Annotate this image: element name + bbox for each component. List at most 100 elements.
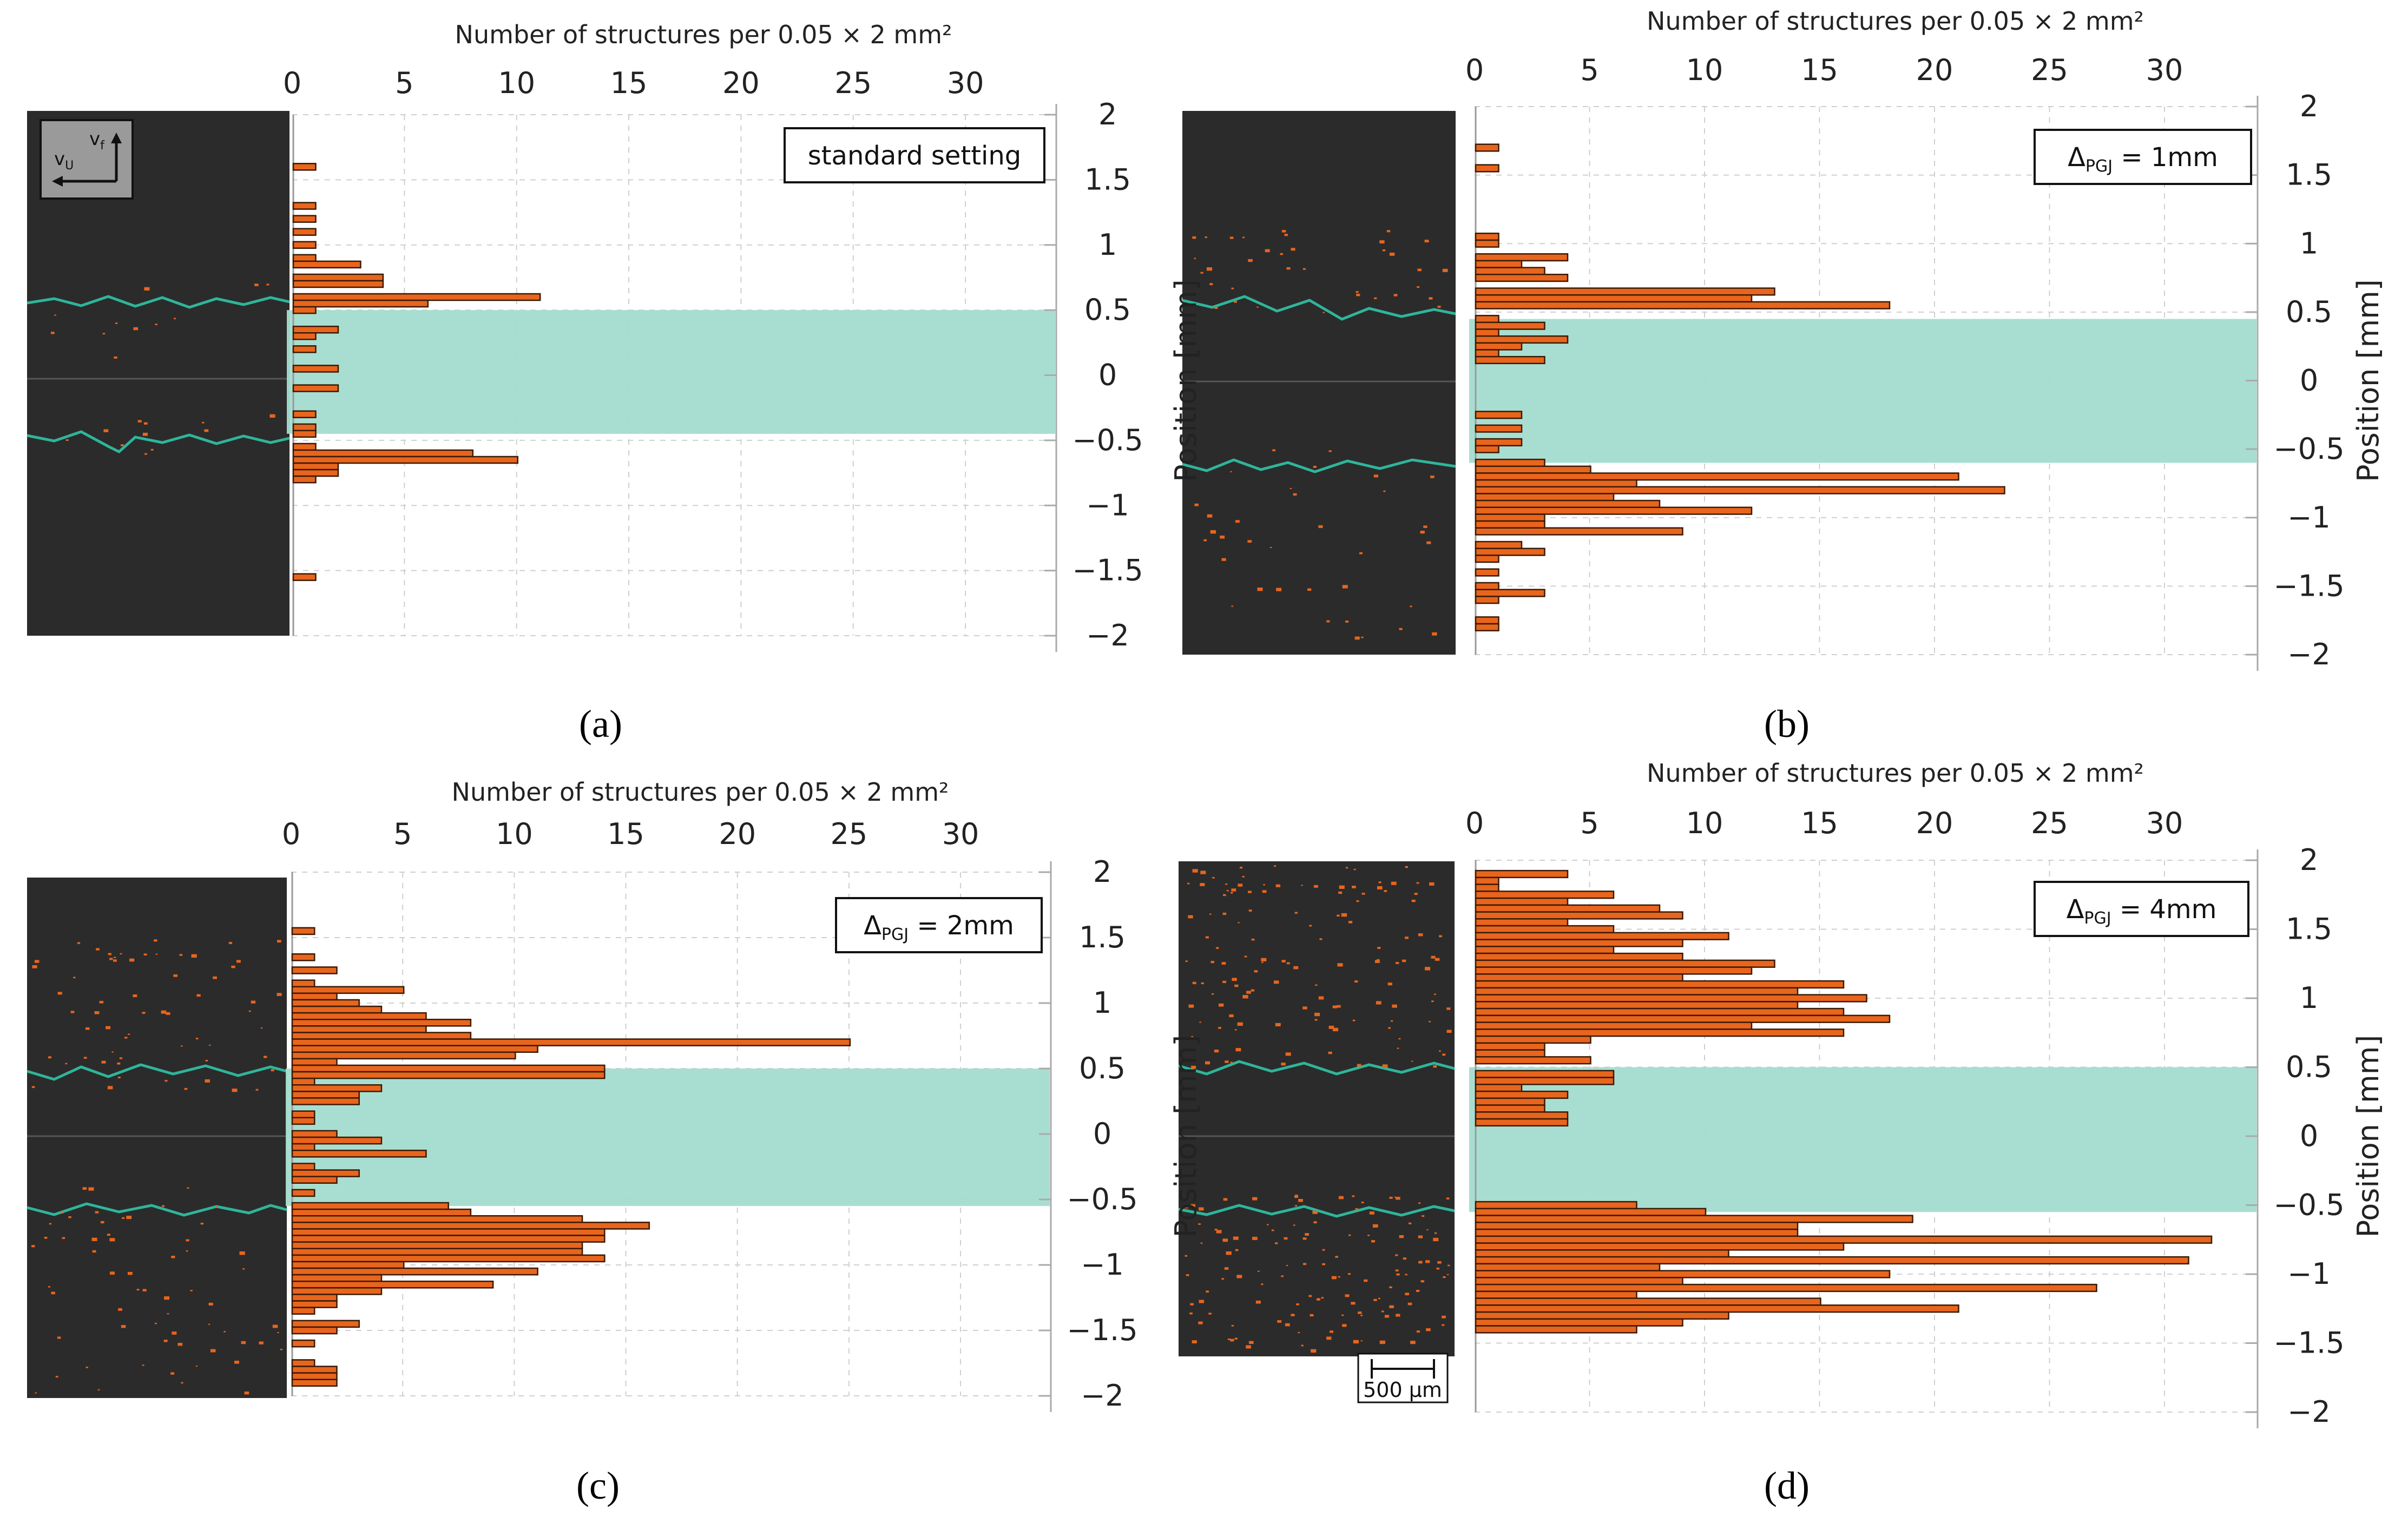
bar [1475,273,1569,282]
structure-dot [232,1089,238,1092]
bar [1475,1215,1913,1223]
structure-dot [1352,1195,1355,1197]
structure-dot [65,439,69,441]
y-axis-title-left: Position [mm] [1169,1035,1203,1238]
bar [1475,1256,2189,1265]
structure-dot [85,1027,90,1030]
structure-dot [1234,1337,1238,1340]
structure-dot [1199,1021,1201,1023]
structure-dot [1326,1336,1332,1340]
structure-dot [1301,1344,1304,1347]
x-tick-label: 20 [722,66,760,100]
bar [291,1019,472,1027]
y-tick-label: −1 [1081,1248,1124,1282]
structure-dot [1372,1224,1378,1228]
panel-label-c: (c) [576,1464,620,1507]
structure-dot [259,1341,264,1344]
bar [1475,904,1661,913]
structure-dot [1429,882,1435,886]
structure-dot [1318,525,1323,528]
structure-dot [1386,230,1391,233]
structure-dot [92,1250,96,1253]
structure-dot [57,992,62,995]
structure-dot [277,1331,279,1333]
y-tick-label: 0.5 [2286,1050,2332,1084]
structure-dot [1263,884,1265,886]
bar [291,1294,338,1302]
bar [291,1287,383,1295]
bar [1475,925,1615,934]
structure-dot [1389,1305,1394,1308]
structure-dot [1435,958,1440,961]
y-tick-label: 1.5 [1084,162,1131,196]
structure-dot [167,1313,169,1315]
structure-dot [1328,450,1332,452]
bar [1475,355,1545,365]
bar [291,1228,606,1236]
structure-dot [1230,1062,1233,1064]
structure-dot [272,1324,278,1328]
structure-dot [208,1323,210,1325]
structure-dot [1285,1052,1291,1056]
structure-dot [1335,1256,1338,1258]
structure-dot [83,1057,87,1059]
bar [292,306,317,314]
bar [1475,314,1499,324]
structure-dot [1185,960,1188,962]
bar [291,1372,338,1380]
structure-dot [108,953,111,955]
structure-dot [1337,1005,1341,1008]
bar [291,1025,427,1033]
bar [1475,1222,1799,1230]
structure-dot [1408,1222,1412,1224]
bar [292,573,317,581]
structure-dot [1446,1197,1450,1199]
structure-dot [1207,514,1213,518]
structure-dot [184,1087,188,1090]
structure-dot [1351,1302,1356,1305]
structure-dot [1200,272,1203,274]
bar [1475,589,1545,597]
structure-dot [127,1271,133,1275]
structure-dot [114,356,117,359]
structure-dot [1371,1240,1376,1243]
structure-dot [223,1331,226,1333]
structure-dot [1231,1324,1234,1327]
bar [291,1274,383,1282]
panel-b: 2 1.5 1 0.5 0 −0.5 −1 −1.5 −2 0 5 10 15 20 25 30Number … [1169,6,2385,746]
structure-dot [1242,236,1245,239]
structure-dot [1392,1004,1397,1008]
structure-dot [44,1237,48,1239]
structure-dot [1235,1048,1241,1052]
x-tick-label: 10 [1686,806,1723,840]
lower-boundary-line-b [1182,458,1456,473]
bar [291,1366,338,1374]
structure-dot [215,1206,218,1208]
bar [291,1169,360,1177]
bar [292,163,317,171]
legend-box [2034,881,2249,937]
y-tick-label: 1.5 [2286,158,2332,192]
bar [1475,143,1499,152]
bar [292,273,384,282]
structure-dot [1426,1229,1429,1231]
bar [1475,1077,1615,1085]
bar [1475,294,1753,303]
structure-dot [1338,891,1343,894]
structure-dot [1221,558,1226,561]
structure-dot [1411,1060,1413,1062]
upper-boundary-line-a [27,295,290,309]
structure-dot [1199,1300,1205,1303]
structure-dot [1189,1312,1193,1315]
bar [291,1084,383,1092]
structure-dot [195,1366,198,1367]
bar [1475,884,1499,892]
structure-dot [171,1255,175,1258]
bar [291,1307,315,1315]
structure-dot [1424,240,1429,243]
structure-dot [1235,520,1240,523]
structure-dot [1187,882,1190,885]
y-tick-label: −0.5 [2273,1188,2344,1222]
structure-dot [50,332,55,334]
structure-dot [1219,1003,1224,1007]
